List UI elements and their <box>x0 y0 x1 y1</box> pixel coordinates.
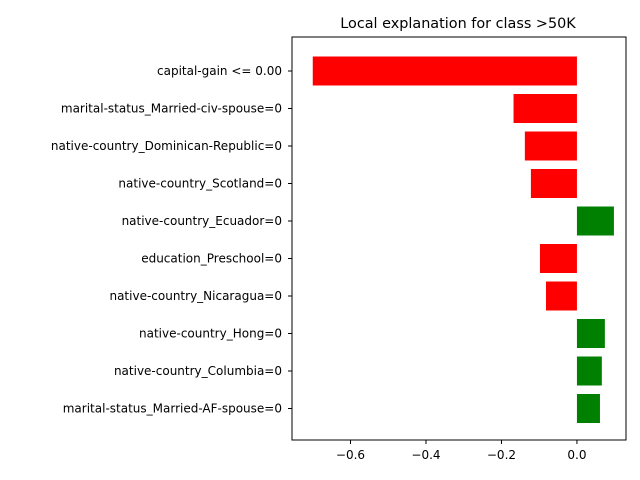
y-tick-label: native-country_Hong=0 <box>139 327 282 341</box>
x-tick-label: −0.4 <box>411 448 440 462</box>
bar <box>576 319 605 348</box>
bar <box>576 356 602 386</box>
bar <box>576 394 600 423</box>
y-tick-label: capital-gain <= 0.00 <box>157 64 282 78</box>
y-tick-label: native-country_Ecuador=0 <box>122 214 282 228</box>
y-tick-label: marital-status_Married-civ-spouse=0 <box>61 102 282 116</box>
bar <box>530 169 577 198</box>
y-axis-ticks: capital-gain <= 0.00 marital-status_Marri… <box>51 64 292 416</box>
bar <box>513 94 577 123</box>
bars-group <box>312 56 614 423</box>
x-tick-label: 0.0 <box>567 448 586 462</box>
y-tick-label: native-country_Columbia=0 <box>114 364 282 378</box>
bar <box>545 281 577 311</box>
y-tick-label: native-country_Dominican-Republic=0 <box>51 139 282 153</box>
y-tick-label: education_Preschool=0 <box>141 252 282 266</box>
bar <box>312 56 577 86</box>
y-tick-label: native-country_Scotland=0 <box>118 177 282 191</box>
bar <box>576 206 614 236</box>
y-tick-label: native-country_Nicaragua=0 <box>109 289 282 303</box>
x-tick-label: −0.2 <box>487 448 516 462</box>
x-axis-ticks: −0.6 −0.4 −0.2 0.0 <box>336 440 586 462</box>
bar <box>539 244 577 273</box>
y-tick-label: marital-status_Married-AF-spouse=0 <box>63 402 282 416</box>
bar <box>524 131 577 161</box>
plot-frame <box>291 36 627 441</box>
chart-title: Local explanation for class >50K <box>340 16 576 32</box>
x-tick-label: −0.6 <box>336 448 365 462</box>
